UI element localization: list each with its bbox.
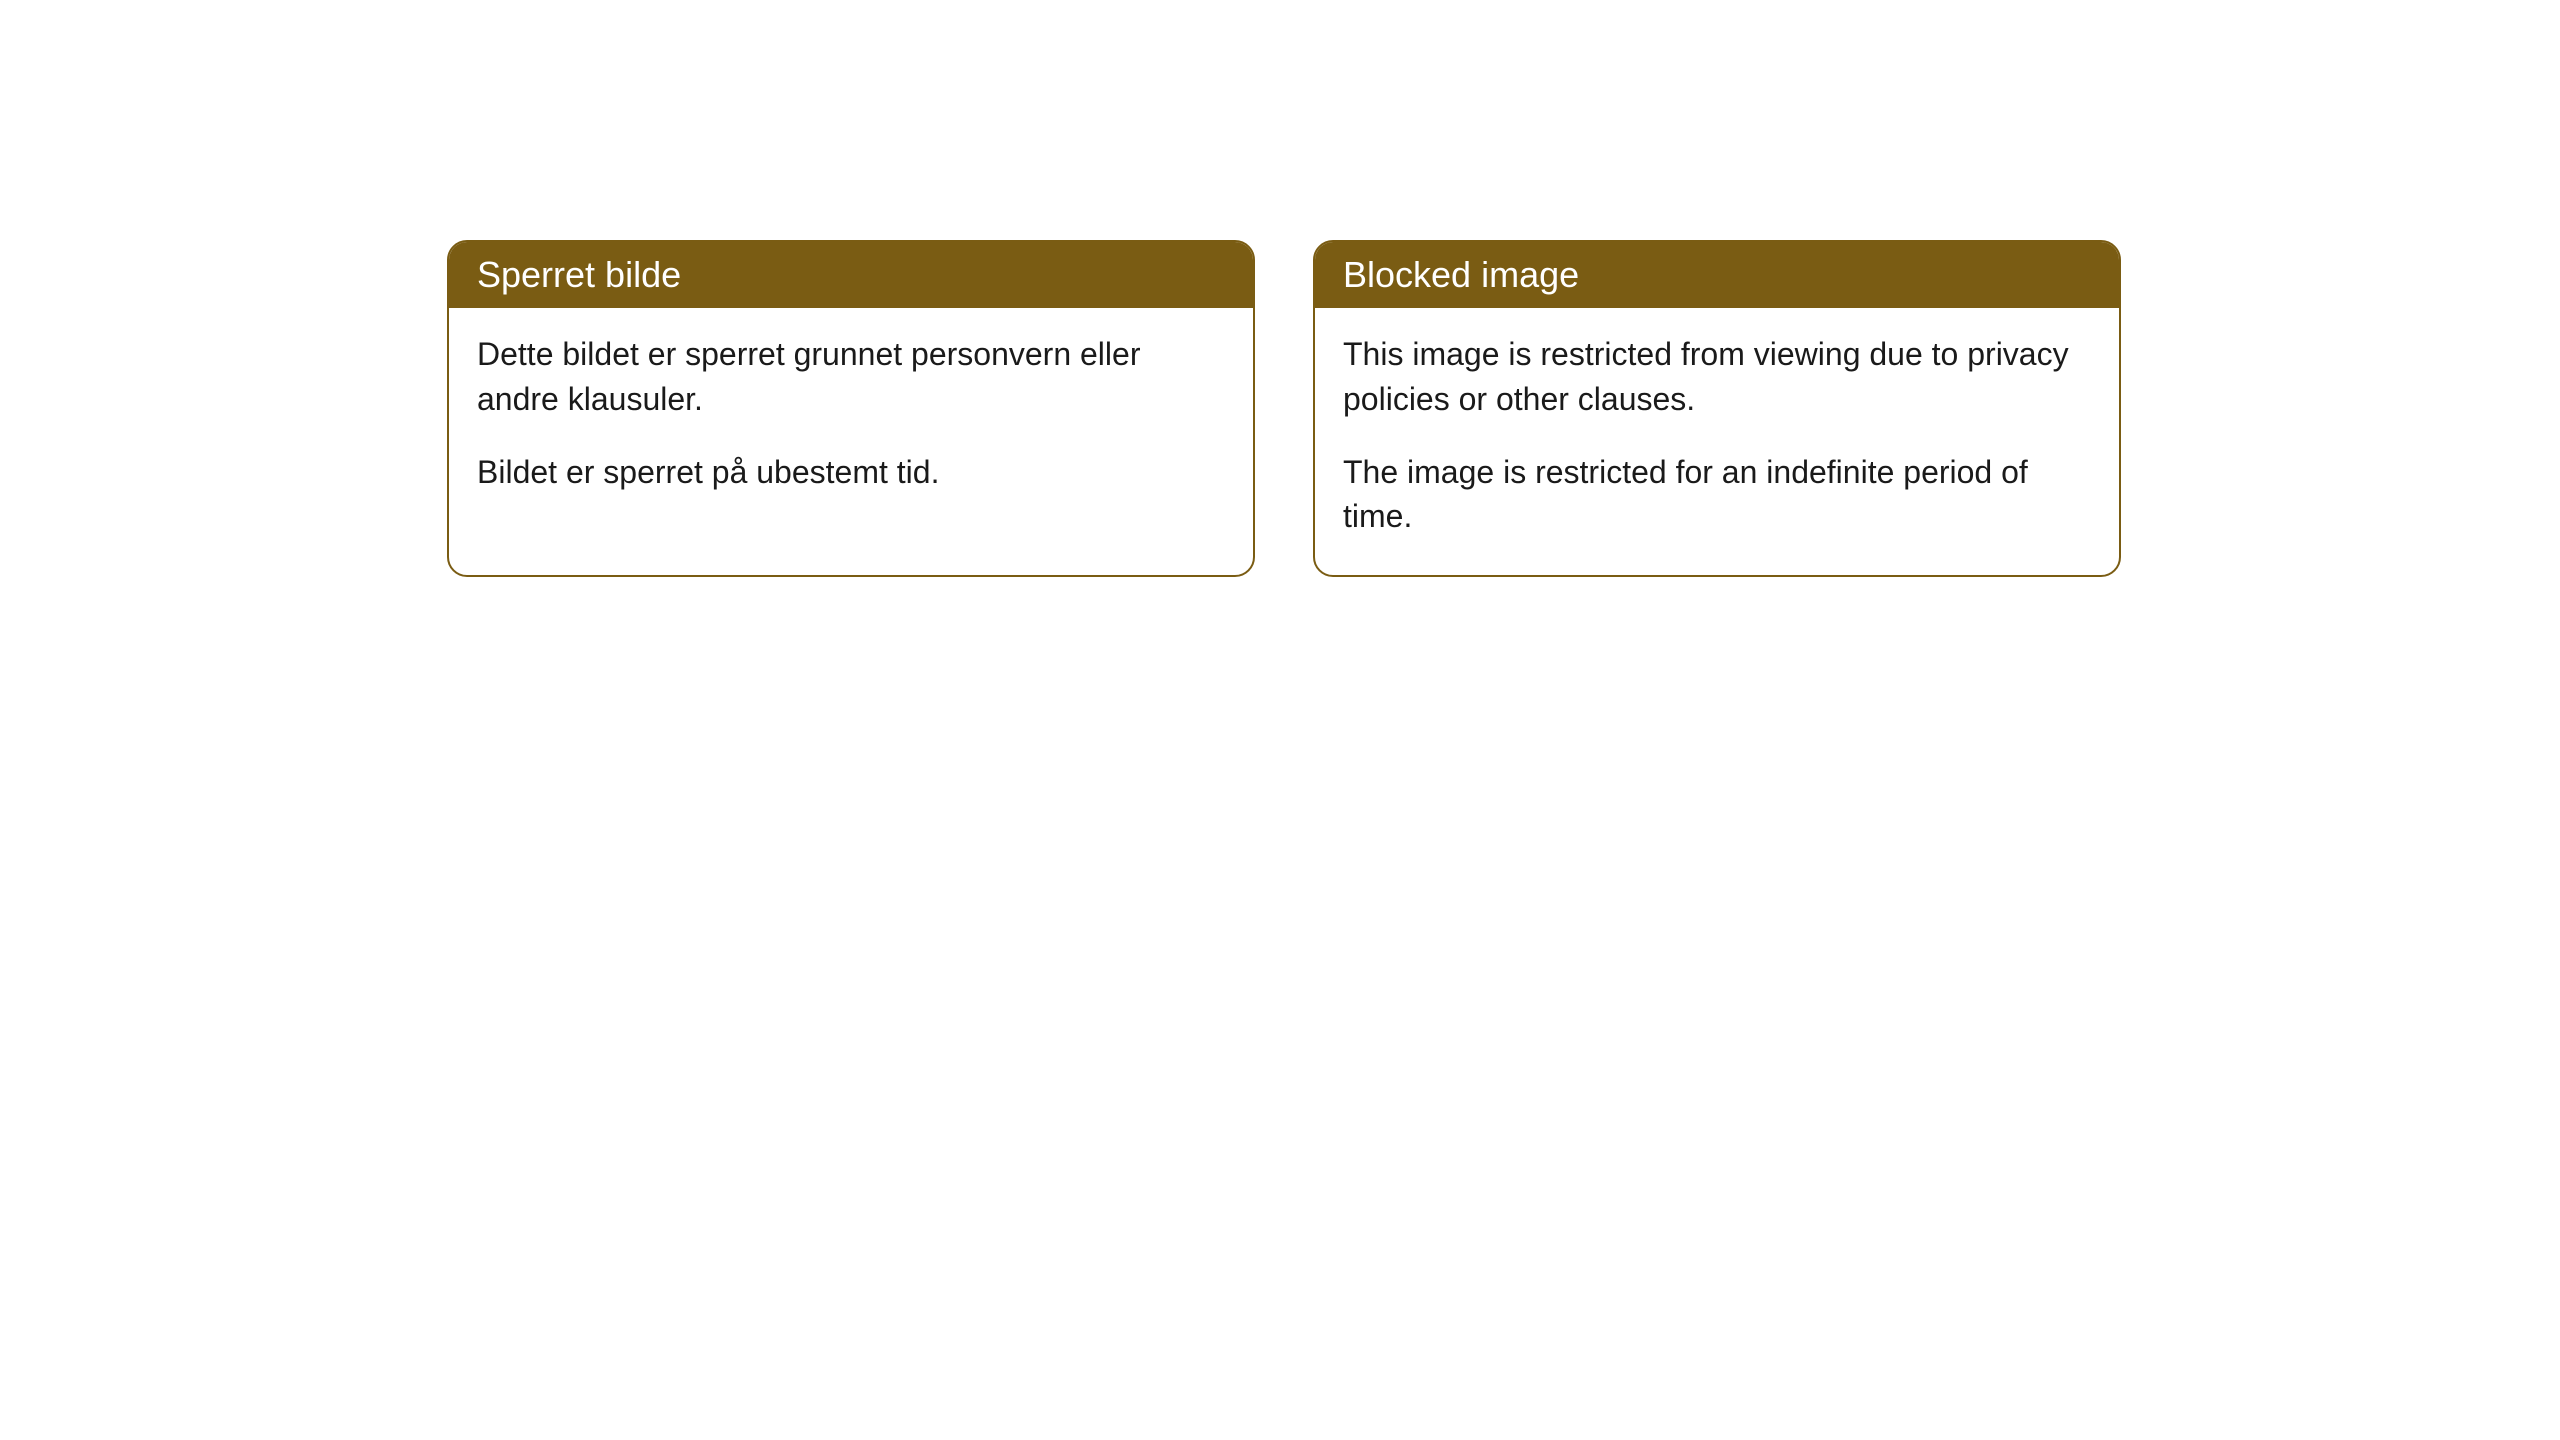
card-body-no: Dette bildet er sperret grunnet personve…: [449, 308, 1253, 530]
blocked-image-card-no: Sperret bilde Dette bildet er sperret gr…: [447, 240, 1255, 577]
notice-cards-container: Sperret bilde Dette bildet er sperret gr…: [447, 240, 2121, 577]
card-body-en: This image is restricted from viewing du…: [1315, 308, 2119, 575]
card-paragraph: Bildet er sperret på ubestemt tid.: [477, 450, 1225, 495]
blocked-image-card-en: Blocked image This image is restricted f…: [1313, 240, 2121, 577]
card-header-en: Blocked image: [1315, 242, 2119, 308]
card-header-no: Sperret bilde: [449, 242, 1253, 308]
card-paragraph: This image is restricted from viewing du…: [1343, 332, 2091, 422]
card-paragraph: The image is restricted for an indefinit…: [1343, 450, 2091, 540]
card-paragraph: Dette bildet er sperret grunnet personve…: [477, 332, 1225, 422]
